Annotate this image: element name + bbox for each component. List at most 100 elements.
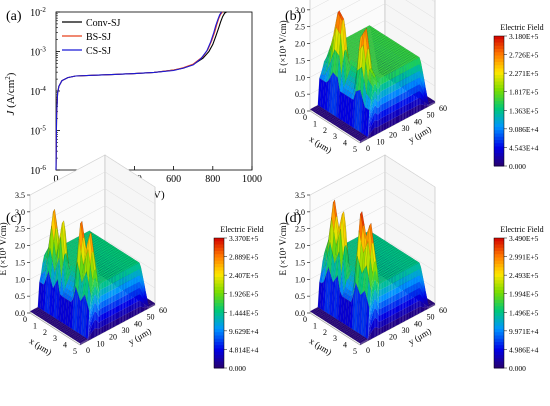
surface-cell [36, 314, 41, 318]
surface-side-cell [381, 90, 384, 98]
surface-side-cell [103, 325, 105, 333]
surface-side-cell [98, 302, 101, 312]
colorbar-segment [494, 114, 504, 118]
z-tick-label: 0.5 [15, 292, 25, 301]
surface-cell [111, 268, 117, 271]
surface-cell [102, 262, 108, 266]
surface-side-cell [380, 289, 382, 297]
colorbar-tick-label: 3.490E+5 [509, 234, 539, 243]
surface-cell [343, 130, 349, 133]
surface-side-cell [367, 120, 370, 138]
surface-side-cell [383, 293, 385, 301]
y-tick-label: 20 [389, 131, 397, 140]
surface-side-cell [385, 88, 387, 96]
surface-side-cell [391, 302, 393, 310]
surface-side-cell [416, 85, 418, 93]
surface-side-cell [400, 284, 403, 292]
colorbar-segment [494, 290, 504, 294]
colorbar-segment [494, 338, 504, 343]
surface-cell [96, 252, 101, 256]
surface-side-cell [142, 275, 145, 287]
colorbar-segment [494, 267, 504, 271]
surface-side-cell [105, 299, 107, 307]
colorbar-segment [494, 159, 504, 164]
surface-side-cell [94, 269, 96, 280]
surface-side-cell [94, 311, 96, 321]
colorbar-title: Electric Field [500, 23, 543, 32]
y-tick-label: 30 [122, 326, 130, 335]
surface-side-cell [392, 104, 395, 112]
surface-side-cell [417, 64, 420, 72]
surface-side-cell [427, 100, 429, 106]
surface-side-cell [361, 139, 364, 141]
surface-side-cell [133, 290, 135, 298]
surface-cell [69, 331, 74, 335]
surface-side-cell [100, 289, 102, 297]
surface-side-cell [117, 279, 120, 288]
colorbar: Electric Field3.180E+52.726E+52.271E+51.… [493, 23, 544, 171]
surface-side-cell [151, 304, 154, 306]
surface-side-cell [427, 105, 429, 108]
surface-side-cell [122, 296, 124, 304]
surface-side-cell [383, 82, 385, 90]
surface-side-cell [153, 304, 155, 306]
surface-side-cell [94, 319, 96, 330]
surface-side-cell [422, 104, 425, 110]
colorbar-segment [214, 247, 224, 252]
surface-side-cell [133, 284, 135, 292]
colorbar-segment [494, 319, 504, 323]
surface-side-cell [411, 272, 414, 280]
surface-cell [108, 275, 114, 278]
surface-side-cell [108, 322, 110, 330]
surface-side-cell [137, 269, 140, 277]
surface-cell [97, 281, 103, 284]
colorbar-tick-label: 0.000 [509, 162, 526, 171]
surface-side-cell [413, 73, 415, 81]
surface-cell [122, 262, 128, 266]
surface-side-cell [400, 278, 403, 286]
surface-side-cell [419, 306, 421, 314]
surface-side-cell [391, 314, 393, 322]
surface-side-cell [130, 298, 132, 306]
surface-cell [113, 272, 118, 276]
surface-side-cell [388, 291, 390, 299]
surface-side-cell [424, 79, 426, 91]
surface-side-cell [360, 141, 362, 143]
surface-side-cell [128, 274, 130, 282]
surface-side-cell [383, 300, 385, 308]
surface-side-cell [410, 304, 412, 312]
surface-side-cell [133, 277, 135, 286]
surface-side-cell [420, 98, 423, 105]
surface-side-cell [383, 281, 385, 289]
surface-side-cell [386, 80, 389, 89]
surface-cell [105, 253, 110, 256]
surface-side-cell [402, 112, 404, 121]
surface-side-cell [112, 288, 115, 296]
x-tick-label: 0 [303, 113, 307, 122]
surface-side-cell [122, 302, 124, 310]
surface-side-cell [405, 294, 407, 302]
surface-side-cell [391, 118, 393, 127]
surface-side-cell [140, 295, 143, 303]
surface-side-cell [405, 70, 407, 79]
surface-side-cell [431, 103, 434, 104]
colorbar-title: Electric Field [220, 225, 263, 234]
surface-side-cell [372, 106, 375, 118]
colorbar-segment [214, 335, 224, 340]
y-tick-label: 10-3 [30, 46, 46, 59]
surface-side-cell [80, 342, 82, 344]
surface-side-cell [145, 291, 148, 301]
surface-cell [74, 337, 79, 340]
surface-side-cell [115, 306, 118, 314]
surface-side-cell [416, 98, 418, 107]
surface-side-cell [395, 299, 398, 307]
surface-side-cell [392, 84, 395, 92]
surface-side-cell [419, 84, 421, 93]
colorbar-segment [494, 104, 504, 108]
surface-side-cell [86, 340, 88, 342]
surface-side-cell [151, 304, 154, 306]
surface-side-cell [386, 101, 389, 109]
surface-side-cell [100, 301, 102, 309]
surface-cell [107, 265, 112, 268]
surface-cell [97, 275, 103, 279]
